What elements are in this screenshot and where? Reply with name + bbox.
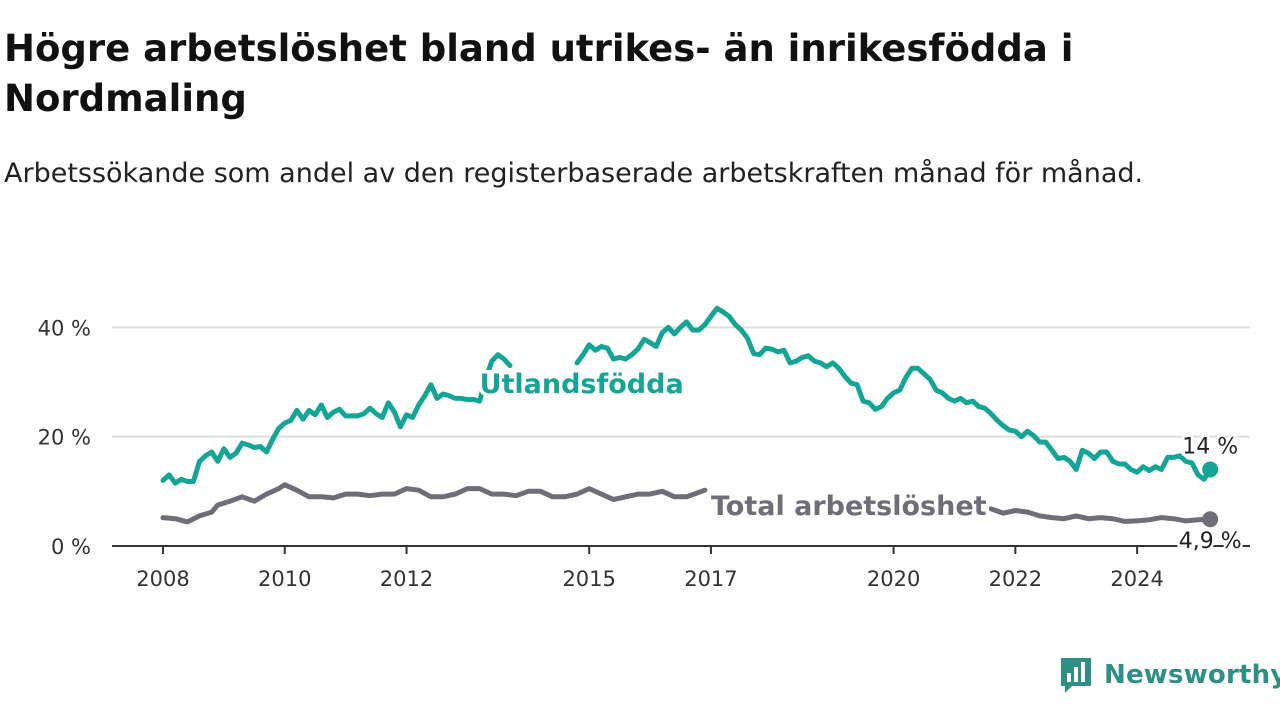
series-line-total [160,482,708,525]
end-point-utlandsfodda [1202,461,1219,478]
series-line-utlandsfodda [574,305,1213,482]
x-tick-label: 2012 [380,567,433,591]
y-tick-label: 0 % [51,535,91,559]
y-tick-label: 20 % [38,426,91,450]
end-label-total: 4,9 % [1179,529,1242,554]
series-line-total [988,506,1213,524]
brand-name: Newsworthy [1104,660,1280,690]
newsworthy-logo: Newsworthy [1058,655,1280,695]
end-label-utlandsfodda: 14 % [1182,434,1238,459]
x-tick-label: 2022 [989,567,1042,591]
x-tick-label: 2017 [684,567,737,591]
series-annotation: Total arbetslöshet [711,491,987,522]
x-tick-label: 2008 [136,567,189,591]
y-tick-label: 40 % [38,316,91,340]
series-line-utlandsfodda [160,352,513,486]
series-annotation: Utlandsfödda [480,369,684,400]
x-tick-label: 2024 [1110,567,1163,591]
chart-title: Högre arbetslöshet bland utrikes- än inr… [4,27,1074,120]
end-point-total [1202,511,1219,528]
x-tick-label: 2010 [258,567,311,591]
chart-subtitle: Arbetssökande som andel av den registerb… [4,158,1144,189]
x-tick-label: 2020 [867,567,920,591]
bar-chart-speech-icon [1061,658,1091,693]
x-tick-label: 2015 [562,567,615,591]
